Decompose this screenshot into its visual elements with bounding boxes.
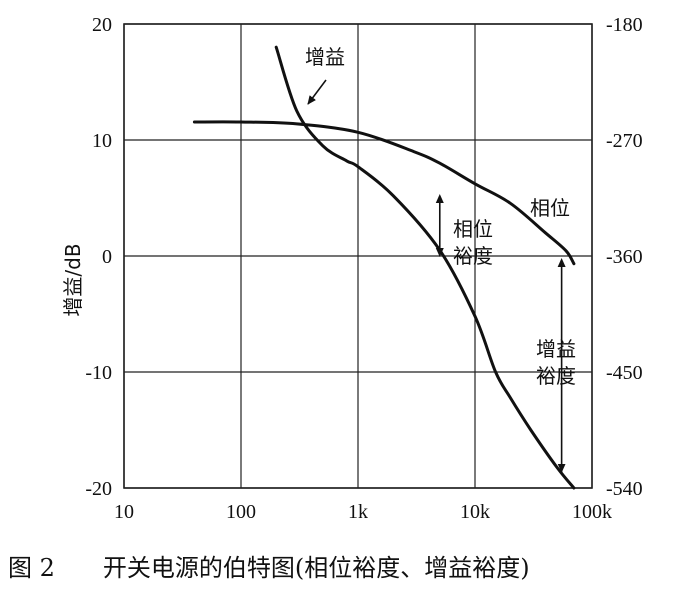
x-tick-label: 10k (460, 501, 490, 523)
figure-number: 图 2 (8, 554, 55, 582)
y2-tick-label: -270 (606, 130, 643, 152)
y2-tick-label: -540 (606, 478, 643, 500)
gain-margin-label-2: 裕度 (536, 364, 576, 388)
y-axis-label: 增益/dB (61, 243, 85, 316)
x-tick-label: 100k (572, 501, 612, 523)
y2-tick-label: -360 (606, 246, 643, 268)
y-tick-label: -20 (85, 478, 112, 500)
series-line-phase (192, 120, 576, 266)
y-tick-label: 20 (92, 14, 112, 36)
grid (123, 23, 593, 489)
phase-margin-label-2: 裕度 (453, 244, 493, 268)
figure-title: 开关电源的伯特图(相位裕度、增益裕度) (102, 554, 530, 582)
phase-margin-label-1: 相位 (453, 217, 493, 241)
y-tick-label: 0 (102, 246, 112, 268)
series-line-gain (274, 45, 576, 490)
phase-curve-label: 相位 (530, 196, 570, 220)
figure-caption: 图 2 开关电源的伯特图(相位裕度、增益裕度) (8, 548, 688, 583)
y2-tick-label: -180 (606, 14, 643, 36)
series-lines (192, 45, 576, 490)
x-tick-label: 100 (226, 501, 256, 523)
x-tick-label: 10 (114, 501, 134, 523)
gain-curve-label: 增益 (305, 45, 345, 69)
x-tick-label: 1k (348, 501, 368, 523)
y-tick-label: -10 (85, 362, 112, 384)
bode-plot: 10 100 1k 10k 100k20100-10-20-180-270-360-45… (61, 14, 643, 523)
tick-labels: 10 100 1k 10k 100k20100-10-20-180-270-360-45… (85, 14, 642, 523)
y2-tick-label: -450 (606, 362, 643, 384)
y-tick-label: 10 (92, 130, 112, 152)
gain-margin-label-1: 增益 (536, 337, 576, 361)
gain-label-arrow (307, 79, 327, 105)
